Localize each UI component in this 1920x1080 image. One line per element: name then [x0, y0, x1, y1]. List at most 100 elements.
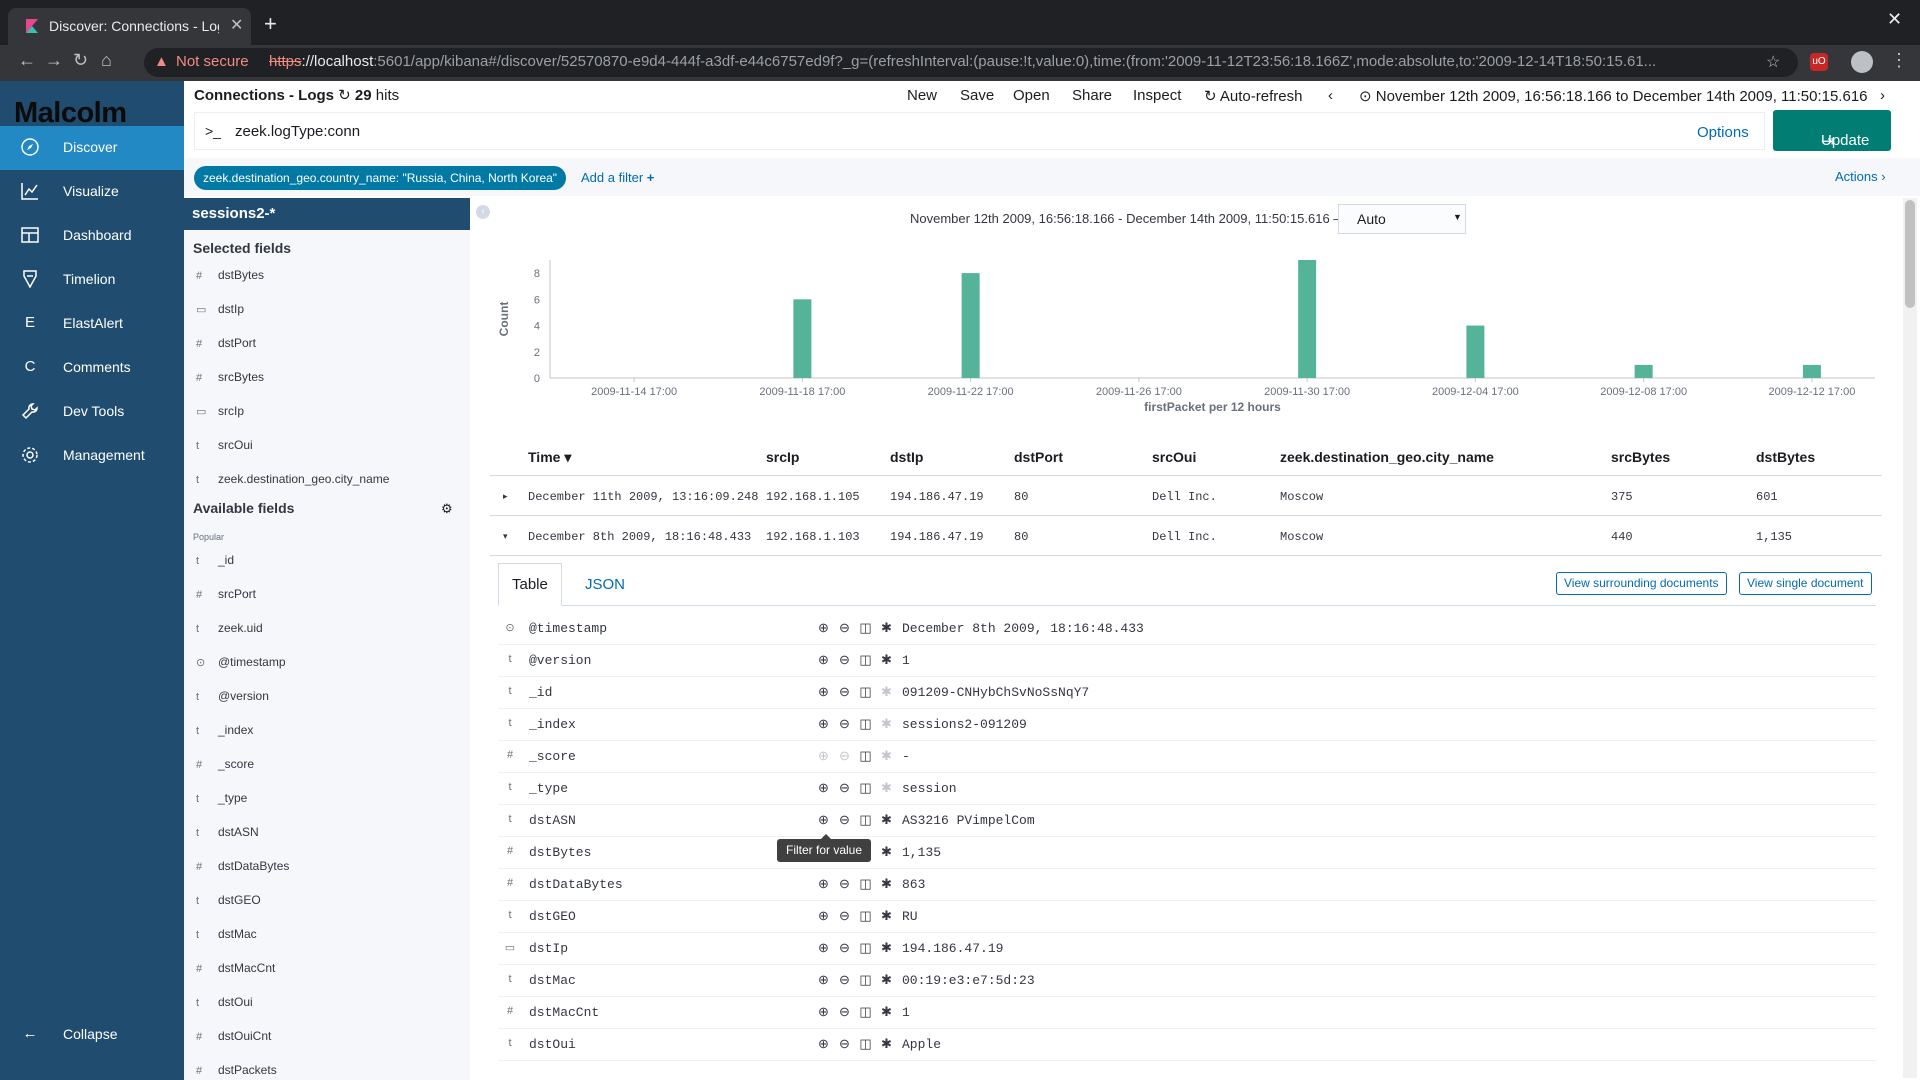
filter-exists-icon[interactable]: ✱	[881, 620, 892, 635]
filter-exists-icon[interactable]: ✱	[881, 652, 892, 667]
view-single-button[interactable]: View single document	[1739, 572, 1872, 595]
field-settings-gear-icon[interactable]: ⚙	[441, 501, 453, 516]
collapse-row-icon[interactable]: ▾	[503, 531, 508, 541]
sidebar-item-timelion[interactable]: Timelion	[0, 258, 184, 302]
sidebar-item-devtools[interactable]: Dev Tools	[0, 390, 184, 434]
browser-menu-icon[interactable]: ⋮	[1890, 50, 1908, 70]
auto-refresh-link[interactable]: ↻ Auto-refresh	[1204, 88, 1303, 105]
column-header[interactable]: zeek.destination_geo.city_name	[1280, 449, 1494, 465]
available-field-item[interactable]: # dstDataBytes	[196, 859, 289, 873]
toggle-column-icon[interactable]: ◫	[859, 876, 872, 891]
filter-for-value-icon[interactable]: ⊕	[818, 876, 829, 891]
filter-for-value-icon[interactable]: ⊕	[818, 1004, 829, 1019]
selected-field-item[interactable]: # dstPort	[196, 336, 256, 350]
filter-exists-icon[interactable]: ✱	[881, 844, 892, 859]
close-tab-icon[interactable]: ✕	[230, 17, 244, 34]
filter-out-value-icon[interactable]: ⊖	[839, 812, 850, 827]
page-scrollbar[interactable]	[1903, 198, 1917, 1078]
home-icon[interactable]: ⌂	[101, 50, 112, 70]
column-header[interactable]: srcBytes	[1611, 449, 1671, 465]
available-field-item[interactable]: # dstOuiCnt	[196, 1029, 271, 1043]
available-field-item[interactable]: t dstMac	[196, 927, 257, 941]
column-header[interactable]: srcOui	[1152, 449, 1197, 465]
toggle-column-icon[interactable]: ◫	[859, 716, 872, 731]
filter-for-value-icon[interactable]: ⊕	[818, 652, 829, 667]
filter-for-value-icon[interactable]: ⊕	[818, 908, 829, 923]
column-header[interactable]: dstBytes	[1756, 449, 1816, 465]
filter-for-value-icon[interactable]: ⊕	[818, 940, 829, 955]
filter-exists-icon[interactable]: ✱	[881, 748, 892, 763]
interval-select[interactable]: Auto ▼	[1338, 204, 1466, 234]
filter-out-value-icon[interactable]: ⊖	[839, 908, 850, 923]
filter-exists-icon[interactable]: ✱	[881, 1004, 892, 1019]
sidebar-item-elastalert[interactable]: E ElastAlert	[0, 302, 184, 346]
new-link[interactable]: New	[907, 87, 938, 104]
sidebar-item-management[interactable]: Management	[0, 434, 184, 478]
selected-field-item[interactable]: t zeek.destination_geo.city_name	[196, 472, 389, 486]
available-field-item[interactable]: ⊙ @timestamp	[196, 655, 286, 669]
table-row[interactable]	[490, 516, 1882, 556]
available-field-item[interactable]: # _score	[196, 757, 254, 771]
time-range-picker[interactable]: ⊙ November 12th 2009, 16:56:18.166 to De…	[1359, 88, 1868, 105]
save-link[interactable]: Save	[960, 87, 995, 104]
scrollbar-thumb[interactable]	[1905, 200, 1915, 308]
filter-for-value-icon[interactable]: ⊕	[818, 716, 829, 731]
filter-out-value-icon[interactable]: ⊖	[839, 652, 850, 667]
filter-out-value-icon[interactable]: ⊖	[839, 1004, 850, 1019]
tab-table[interactable]: Table	[498, 563, 562, 606]
available-field-item[interactable]: t @version	[196, 689, 269, 703]
selected-field-item[interactable]: ▭ dstIp	[196, 302, 244, 316]
index-pattern-selector[interactable]: sessions2-*	[184, 198, 470, 230]
account-avatar-icon[interactable]	[1851, 51, 1873, 73]
filter-exists-icon[interactable]: ✱	[881, 908, 892, 923]
sidebar-item-dashboard[interactable]: Dashboard	[0, 214, 184, 258]
inspect-link[interactable]: Inspect	[1133, 87, 1182, 104]
filter-exists-icon[interactable]: ✱	[881, 684, 892, 699]
ublock-extension-icon[interactable]: uO	[1810, 53, 1828, 71]
browser-tab[interactable]: Discover: Connections - Logs ✕	[8, 8, 251, 45]
filter-out-value-icon[interactable]: ⊖	[839, 780, 850, 795]
filter-for-value-icon[interactable]: ⊕	[818, 684, 829, 699]
filter-for-value-icon[interactable]: ⊕	[818, 780, 829, 795]
filter-for-value-icon[interactable]: ⊕	[818, 748, 829, 763]
options-link[interactable]: Options	[1697, 124, 1749, 141]
toggle-column-icon[interactable]: ◫	[859, 652, 872, 667]
toggle-column-icon[interactable]: ◫	[859, 940, 872, 955]
selected-field-item[interactable]: t srcOui	[196, 438, 253, 452]
time-prev-icon[interactable]: ‹	[1328, 87, 1333, 104]
reload-icon[interactable]: ↻	[73, 50, 89, 70]
toggle-column-icon[interactable]: ◫	[859, 1036, 872, 1051]
filter-out-value-icon[interactable]: ⊖	[839, 972, 850, 987]
filter-for-value-icon[interactable]: ⊕	[818, 972, 829, 987]
toggle-column-icon[interactable]: ◫	[859, 812, 872, 827]
filter-exists-icon[interactable]: ✱	[881, 1036, 892, 1051]
open-link[interactable]: Open	[1013, 87, 1050, 104]
column-header[interactable]: dstPort	[1014, 449, 1063, 465]
available-field-item[interactable]: # dstMacCnt	[196, 961, 275, 975]
toggle-column-icon[interactable]: ◫	[859, 620, 872, 635]
selected-field-item[interactable]: ▭ srcIp	[196, 404, 244, 418]
toggle-column-icon[interactable]: ◫	[859, 908, 872, 923]
filter-exists-icon[interactable]: ✱	[881, 812, 892, 827]
url-field[interactable]: ▲ Not secure https://localhost:5601/app/…	[144, 48, 1798, 77]
available-field-item[interactable]: t _index	[196, 723, 253, 737]
column-header[interactable]: dstIp	[890, 449, 924, 465]
sidebar-item-comments[interactable]: C Comments	[0, 346, 184, 390]
view-surrounding-button[interactable]: View surrounding documents	[1556, 572, 1727, 595]
toggle-column-icon[interactable]: ◫	[859, 748, 872, 763]
column-header[interactable]: srcIp	[766, 449, 800, 465]
available-field-item[interactable]: t zeek.uid	[196, 621, 263, 635]
forward-icon[interactable]: →	[45, 50, 63, 70]
query-input[interactable]: zeek.logType:conn	[235, 123, 361, 140]
toggle-column-icon[interactable]: ◫	[859, 1004, 872, 1019]
sidebar-item-discover[interactable]: Discover	[0, 126, 184, 170]
selected-field-item[interactable]: # dstBytes	[196, 268, 264, 282]
toggle-column-icon[interactable]: ◫	[859, 684, 872, 699]
expand-row-icon[interactable]: ▸	[503, 491, 508, 501]
filter-out-value-icon[interactable]: ⊖	[839, 748, 850, 763]
toggle-column-icon[interactable]: ◫	[859, 780, 872, 795]
close-window-icon[interactable]: ✕	[1887, 9, 1903, 29]
filter-for-value-icon[interactable]: ⊕	[818, 812, 829, 827]
table-row[interactable]	[490, 476, 1882, 516]
update-button[interactable]: ⇥ Update	[1773, 110, 1891, 151]
